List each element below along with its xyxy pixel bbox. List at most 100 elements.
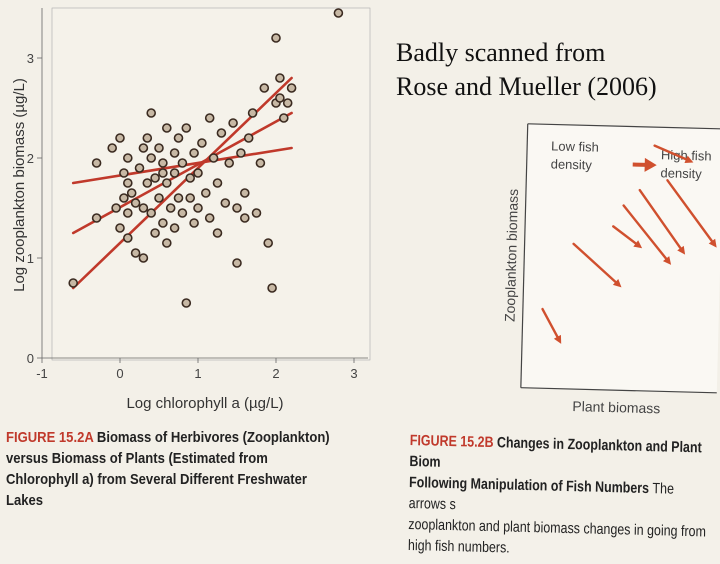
data-point (288, 84, 296, 92)
data-point (206, 114, 214, 122)
data-point (284, 99, 292, 107)
data-point (159, 169, 167, 177)
data-point (175, 134, 183, 142)
data-point (198, 139, 206, 147)
data-point (159, 159, 167, 167)
data-point (233, 259, 241, 267)
data-point (93, 214, 101, 222)
caption-b-rest2: zooplankton and plant biomass changes in… (408, 516, 706, 541)
data-point (217, 129, 225, 137)
caption-b-bold2: Following Manipulation of Fish Numbers (409, 474, 649, 497)
data-point (171, 169, 179, 177)
data-point (186, 194, 194, 202)
data-point (182, 124, 190, 132)
data-point (155, 144, 163, 152)
data-point (237, 149, 245, 157)
data-point (69, 279, 77, 287)
data-point (178, 159, 186, 167)
data-point (182, 299, 190, 307)
data-point (268, 284, 276, 292)
data-point (171, 149, 179, 157)
data-point (229, 119, 237, 127)
data-point (202, 189, 210, 197)
data-point (116, 134, 124, 142)
data-point (241, 214, 249, 222)
data-point (124, 209, 132, 217)
chart-a-xtick-label: 3 (350, 366, 357, 381)
data-point (190, 149, 198, 157)
scan-note: Badly scanned from Rose and Mueller (200… (396, 36, 657, 104)
scan-note-line2: Rose and Mueller (2006) (396, 70, 657, 104)
data-point (108, 144, 116, 152)
data-point (233, 204, 241, 212)
data-point (143, 179, 151, 187)
data-point (139, 144, 147, 152)
data-point (147, 154, 155, 162)
chart-b-xlabel: Plant biomass (572, 398, 660, 416)
data-point (214, 179, 222, 187)
chart-a-xtick-label: -1 (36, 366, 48, 381)
data-point (124, 234, 132, 242)
data-point (116, 224, 124, 232)
data-point (264, 239, 272, 247)
data-point (194, 204, 202, 212)
data-point (159, 219, 167, 227)
data-point (120, 194, 128, 202)
chart-a-xtick-label: 0 (116, 366, 123, 381)
chart-b: Zooplankton biomass Plant biomass Low fi… (500, 118, 720, 418)
caption-b: FIGURE 15.2B Changes in Zooplankton and … (408, 430, 709, 564)
data-point (190, 219, 198, 227)
chart-a-ytick-label: 0 (27, 351, 34, 366)
data-point (334, 9, 342, 17)
data-point (139, 204, 147, 212)
data-point (132, 249, 140, 257)
scan-note-line1: Badly scanned from (396, 36, 657, 70)
caption-b-fig: FIGURE 15.2B (410, 432, 494, 451)
data-point (276, 94, 284, 102)
chart-a-ytick-label: 3 (27, 51, 34, 66)
data-point (120, 169, 128, 177)
data-point (249, 109, 257, 117)
data-point (167, 204, 175, 212)
data-point (225, 159, 233, 167)
data-point (163, 124, 171, 132)
data-point (210, 154, 218, 162)
data-point (280, 114, 288, 122)
data-point (151, 174, 159, 182)
data-point (93, 159, 101, 167)
data-point (128, 189, 136, 197)
data-point (139, 254, 147, 262)
data-point (132, 199, 140, 207)
data-point (186, 174, 194, 182)
data-point (260, 84, 268, 92)
data-point (151, 229, 159, 237)
data-point (124, 154, 132, 162)
data-point (214, 229, 222, 237)
data-point (194, 169, 202, 177)
data-point (147, 209, 155, 217)
data-point (155, 194, 163, 202)
data-point (272, 34, 280, 42)
data-point (124, 179, 132, 187)
data-point (171, 224, 179, 232)
data-point (163, 179, 171, 187)
data-point (241, 189, 249, 197)
caption-a: FIGURE 15.2A Biomass of Herbivores (Zoop… (6, 427, 337, 511)
chart-a-panel (52, 8, 370, 360)
data-point (245, 134, 253, 142)
data-point (143, 134, 151, 142)
chart-b-ylabel: Zooplankton biomass (502, 189, 521, 322)
data-point (221, 199, 229, 207)
data-point (112, 204, 120, 212)
chart-a-xtick-label: 1 (194, 366, 201, 381)
chart-a-ylabel: Log zooplankton biomass (µg/L) (11, 78, 28, 292)
chart-a-xlabel: Log chlorophyll a (µg/L) (126, 395, 283, 412)
data-point (206, 214, 214, 222)
data-point (253, 209, 261, 217)
data-point (276, 74, 284, 82)
data-point (147, 109, 155, 117)
caption-a-fig: FIGURE 15.2A (6, 429, 93, 446)
data-point (163, 239, 171, 247)
